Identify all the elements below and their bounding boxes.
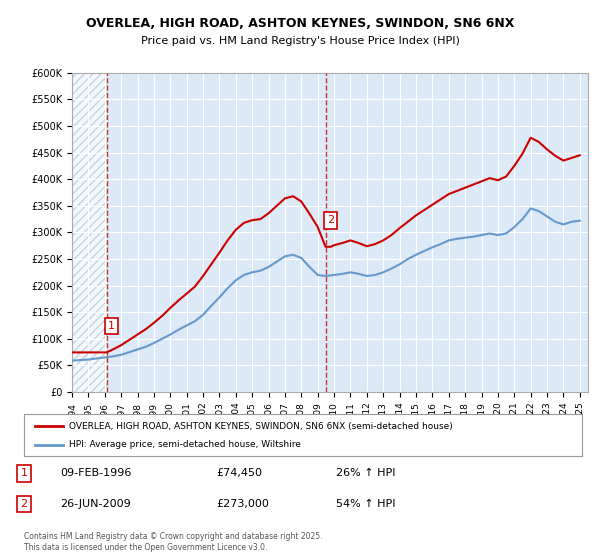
Text: 26% ↑ HPI: 26% ↑ HPI: [336, 468, 395, 478]
Text: 09-FEB-1996: 09-FEB-1996: [60, 468, 131, 478]
Text: Contains HM Land Registry data © Crown copyright and database right 2025.
This d: Contains HM Land Registry data © Crown c…: [24, 532, 323, 552]
Text: £74,450: £74,450: [216, 468, 262, 478]
Text: OVERLEA, HIGH ROAD, ASHTON KEYNES, SWINDON, SN6 6NX: OVERLEA, HIGH ROAD, ASHTON KEYNES, SWIND…: [86, 17, 514, 30]
Text: 26-JUN-2009: 26-JUN-2009: [60, 499, 131, 509]
Text: 1: 1: [20, 468, 28, 478]
Text: 1: 1: [108, 321, 115, 331]
Text: 2: 2: [20, 499, 28, 509]
Text: HPI: Average price, semi-detached house, Wiltshire: HPI: Average price, semi-detached house,…: [68, 440, 301, 449]
Text: 2: 2: [327, 216, 334, 226]
Text: OVERLEA, HIGH ROAD, ASHTON KEYNES, SWINDON, SN6 6NX (semi-detached house): OVERLEA, HIGH ROAD, ASHTON KEYNES, SWIND…: [68, 422, 452, 431]
Text: Price paid vs. HM Land Registry's House Price Index (HPI): Price paid vs. HM Land Registry's House …: [140, 36, 460, 46]
Text: £273,000: £273,000: [216, 499, 269, 509]
Text: 54% ↑ HPI: 54% ↑ HPI: [336, 499, 395, 509]
